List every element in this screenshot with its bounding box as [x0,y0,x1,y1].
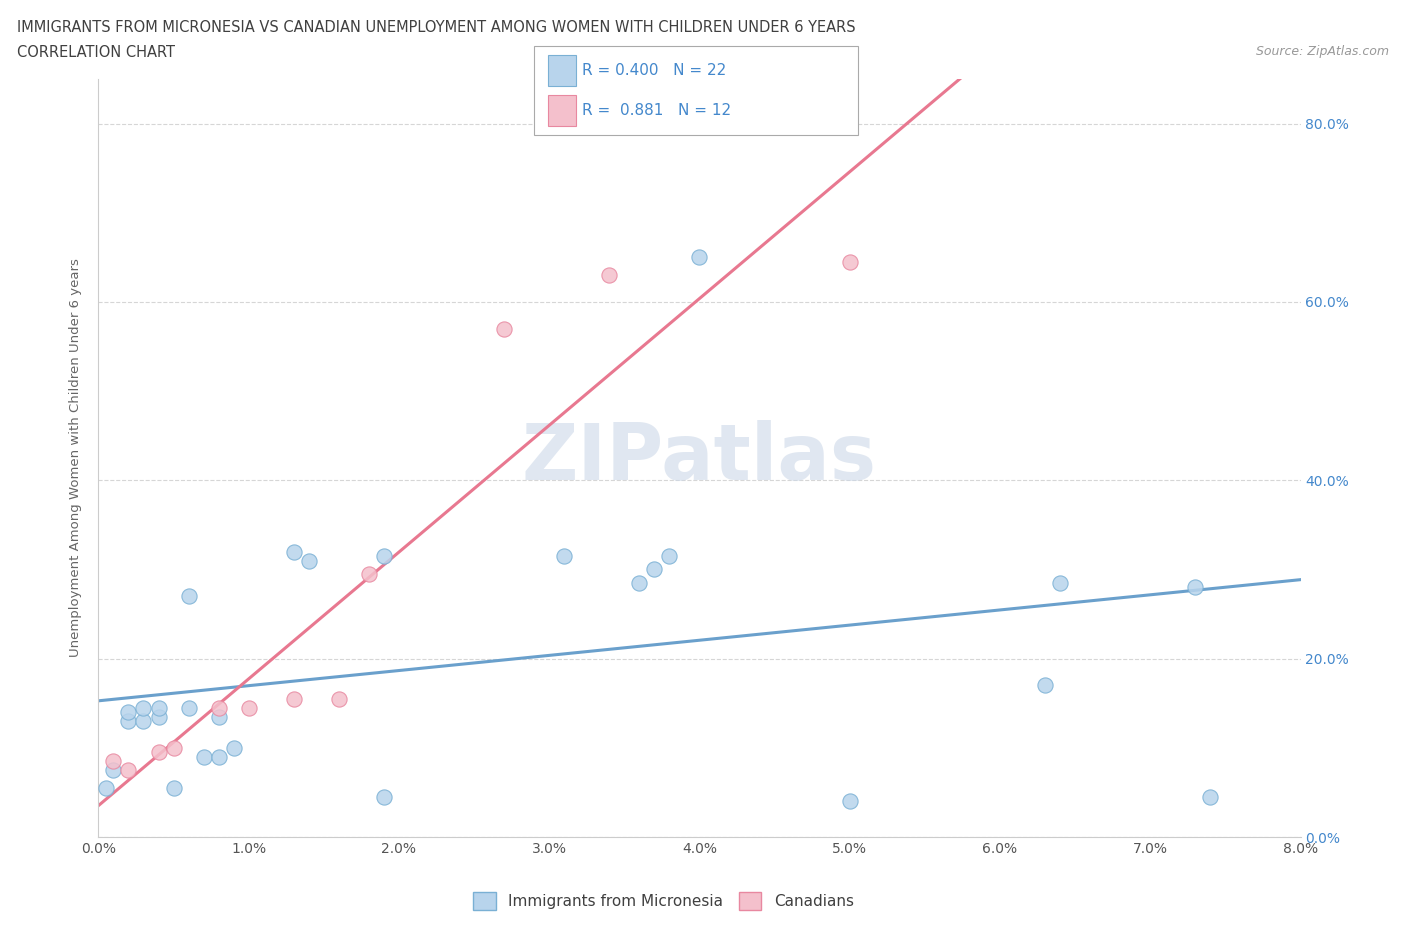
Point [1184,580,1206,595]
Point [658,549,681,564]
Point [162,780,184,795]
Point [838,255,860,270]
Point [103,763,125,777]
Text: R =  0.881   N = 12: R = 0.881 N = 12 [582,102,731,117]
Text: CORRELATION CHART: CORRELATION CHART [17,45,174,60]
Point [494,321,516,336]
Point [117,763,139,777]
Point [103,753,125,768]
Point [689,250,711,265]
Point [132,713,155,728]
Point [283,691,305,706]
Point [373,549,395,564]
Point [357,566,380,581]
Text: R = 0.400   N = 22: R = 0.400 N = 22 [582,63,727,78]
Legend: Immigrants from Micronesia, Canadians: Immigrants from Micronesia, Canadians [467,885,860,917]
Point [117,705,139,720]
Point [298,553,321,568]
Point [117,713,139,728]
Point [1033,678,1056,693]
Point [628,576,651,591]
Text: ZIPatlas: ZIPatlas [522,420,877,496]
Point [1199,790,1222,804]
Text: IMMIGRANTS FROM MICRONESIA VS CANADIAN UNEMPLOYMENT AMONG WOMEN WITH CHILDREN UN: IMMIGRANTS FROM MICRONESIA VS CANADIAN U… [17,20,855,35]
Point [162,740,184,755]
Point [148,700,170,715]
Text: Source: ZipAtlas.com: Source: ZipAtlas.com [1256,45,1389,58]
Point [177,589,200,604]
Point [132,700,155,715]
Point [94,780,117,795]
Point [208,700,231,715]
Point [148,710,170,724]
Point [373,790,395,804]
Point [553,549,575,564]
Point [838,794,860,809]
Point [328,691,350,706]
Point [222,740,245,755]
Point [238,700,260,715]
Point [208,750,231,764]
Point [177,700,200,715]
Point [643,562,665,577]
Point [1049,576,1071,591]
Point [598,268,620,283]
Point [208,710,231,724]
Point [148,745,170,760]
Y-axis label: Unemployment Among Women with Children Under 6 years: Unemployment Among Women with Children U… [69,259,83,658]
Point [283,544,305,559]
Point [193,750,215,764]
